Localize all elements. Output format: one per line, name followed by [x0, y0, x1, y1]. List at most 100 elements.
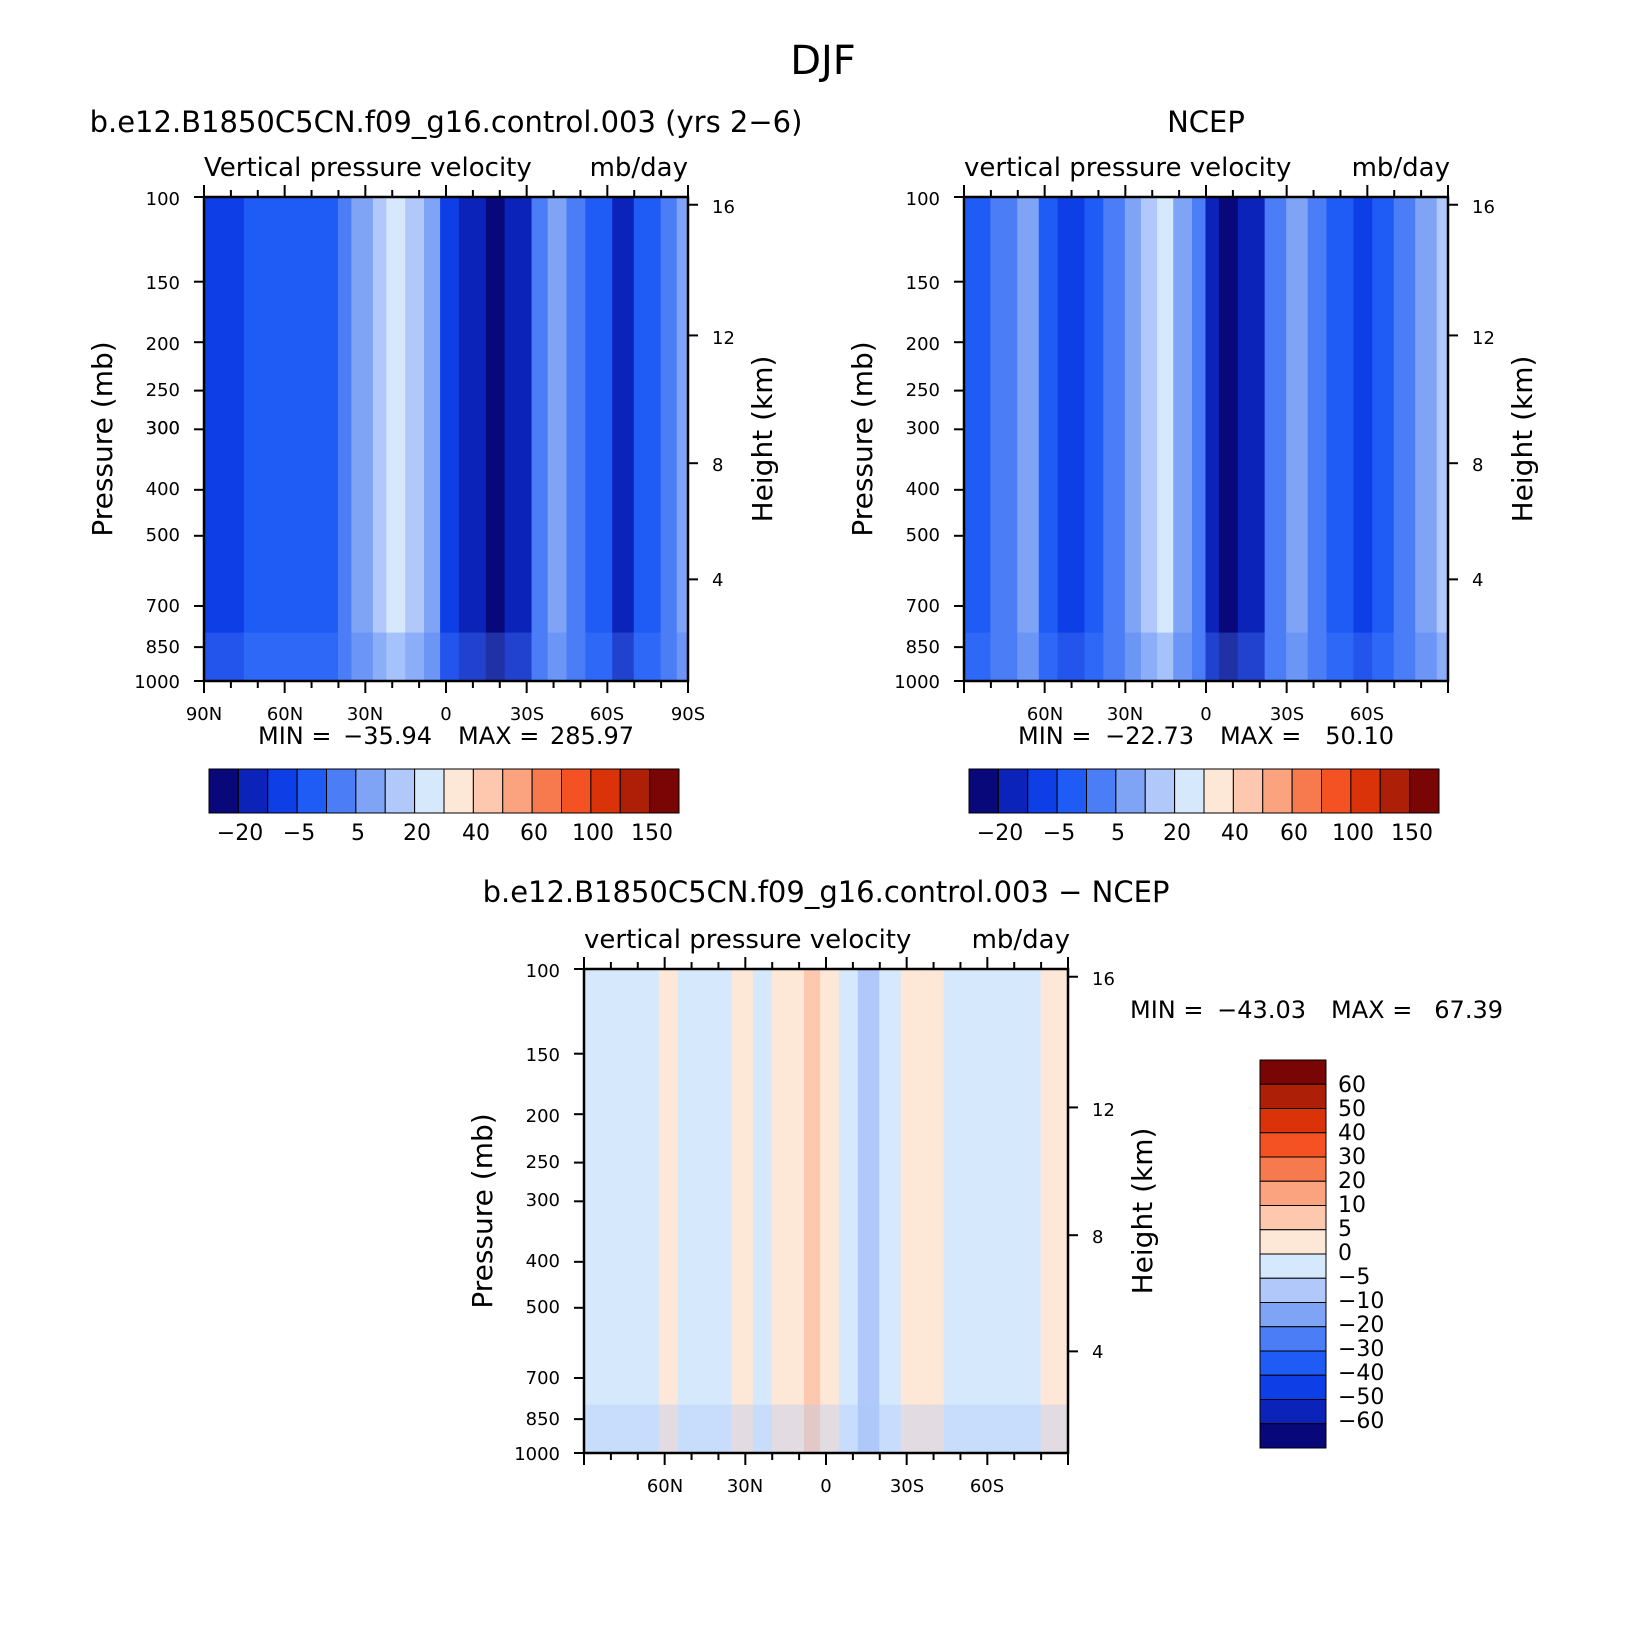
panel-diff-colorbar — [1259, 1059, 1327, 1449]
contour-band — [204, 197, 245, 681]
x-tick-label: 60N — [647, 1476, 683, 1497]
contour-band — [243, 197, 267, 681]
panel-diff-subtitle-right: mb/day — [972, 925, 1070, 955]
colorbar-swatch — [1409, 768, 1440, 814]
colorbar-swatch — [1291, 768, 1322, 814]
contour-band — [440, 197, 460, 681]
y-tick-label: 1000 — [514, 1444, 560, 1465]
contour-band — [1157, 197, 1175, 681]
colorbar-swatch — [1259, 1374, 1327, 1400]
contour-band — [265, 197, 299, 681]
contour-band — [879, 969, 902, 1453]
y-tick-label: 700 — [526, 1368, 560, 1389]
colorbar-label: 60 — [1338, 1073, 1366, 1098]
colorbar-swatch — [1203, 768, 1234, 814]
y-right-tick-label: 12 — [1472, 328, 1495, 349]
panel-model-x-axis: 90N 60N 30N 0 30S 60S 90S — [186, 704, 705, 725]
contour-band — [585, 197, 614, 681]
contour-band — [1038, 197, 1059, 681]
y-right-tick-label: 8 — [1092, 1227, 1103, 1248]
contour-band — [922, 969, 945, 1453]
y-tick-label: 850 — [906, 637, 940, 658]
colorbar-swatch — [237, 768, 269, 814]
colorbar-label: 5 — [1111, 821, 1125, 846]
colorbar-label: −20 — [217, 821, 263, 846]
colorbar-label: −20 — [1338, 1313, 1384, 1338]
y-right-tick-label: 16 — [1472, 197, 1495, 218]
panel-model-ylabel: Pressure (mb) — [86, 341, 119, 536]
colorbar-label: 30 — [1338, 1145, 1366, 1170]
panel-diff-y-axis: 100 150 200 250 300 400 500 700 850 1000 — [514, 961, 560, 1465]
x-tick-label: 60N — [1027, 704, 1063, 725]
colorbar-swatch — [1174, 768, 1205, 814]
colorbar-label: 50 — [1338, 1097, 1366, 1122]
contour-band — [1393, 197, 1417, 681]
colorbar-swatch — [1259, 1205, 1327, 1231]
y-right-tick-label: 16 — [1092, 969, 1115, 990]
y-tick-label: 400 — [146, 479, 180, 500]
colorbar-label: −30 — [1338, 1337, 1384, 1362]
contour-band — [297, 197, 318, 681]
panel-model-stats: MIN = −35.94 MAX = 285.97 — [258, 722, 634, 750]
colorbar-swatch — [1259, 1229, 1327, 1255]
y-tick-label: 500 — [906, 525, 940, 546]
colorbar-swatch — [531, 768, 562, 814]
surface-band — [964, 632, 1448, 681]
colorbar-swatch — [502, 768, 533, 814]
y-right-tick-label: 4 — [1472, 570, 1483, 591]
x-tick-label: 60S — [1350, 704, 1384, 725]
colorbar-swatch — [1379, 768, 1411, 814]
panel-diff: b.e12.B1850C5CN.f09_g16.control.003 − NC… — [466, 875, 1503, 1497]
colorbar-swatch — [1086, 768, 1117, 814]
colorbar-swatch — [1259, 1253, 1327, 1279]
min-value: −22.73 — [1105, 722, 1194, 750]
colorbar-swatch — [1262, 768, 1293, 814]
max-label: MAX = — [1331, 996, 1412, 1024]
panel-model-subtitle-left: Vertical pressure velocity — [204, 153, 532, 183]
colorbar-swatch — [1115, 768, 1146, 814]
contour-band — [405, 197, 425, 681]
colorbar-swatch — [1259, 1399, 1327, 1425]
colorbar-swatch — [1259, 1277, 1327, 1303]
x-tick-label: 30N — [1107, 704, 1143, 725]
contour-band — [820, 969, 840, 1453]
y-tick-label: 250 — [526, 1152, 560, 1173]
max-label: MAX = — [458, 722, 539, 750]
contour-band — [943, 969, 967, 1453]
min-label: MIN = — [1130, 996, 1203, 1024]
contour-band — [485, 197, 506, 681]
colorbar-swatch — [1232, 768, 1264, 814]
colorbar-label: −60 — [1338, 1409, 1384, 1434]
contour-band — [1057, 197, 1086, 681]
contour-band — [1124, 197, 1142, 681]
contour-band — [351, 197, 374, 681]
colorbar-label: 20 — [1338, 1169, 1366, 1194]
x-tick-label: 90N — [186, 704, 222, 725]
y-right-tick-label: 12 — [1092, 1100, 1115, 1121]
y-tick-label: 100 — [526, 961, 560, 982]
panel-diff-stats: MIN = −43.03 MAX = 67.39 — [1130, 996, 1503, 1024]
contour-band — [1017, 197, 1040, 681]
contour-band — [771, 969, 789, 1453]
colorbar-label: 60 — [520, 821, 548, 846]
colorbar-swatch — [267, 768, 298, 814]
y-tick-label: 850 — [146, 637, 180, 658]
contour-band — [990, 197, 1019, 681]
contour-band — [372, 197, 388, 681]
colorbar-label: 100 — [1332, 821, 1374, 846]
colorbar-swatch — [649, 768, 680, 814]
colorbar-swatch — [619, 768, 651, 814]
contour-band — [787, 969, 805, 1453]
panel-diff-subtitle-left: vertical pressure velocity — [584, 925, 911, 955]
panel-ncep-colorbar — [968, 768, 1440, 814]
y-tick-label: 850 — [526, 1409, 560, 1430]
contour-band — [1056, 969, 1068, 1453]
colorbar-swatch — [1027, 768, 1058, 814]
contour-band — [1353, 197, 1374, 681]
colorbar-label: −10 — [1338, 1289, 1384, 1314]
panel-model-field — [204, 197, 688, 681]
colorbar-swatch — [1259, 1059, 1327, 1085]
contour-band — [900, 969, 924, 1453]
min-value: −35.94 — [343, 722, 432, 750]
y-right-tick-label: 8 — [1472, 455, 1483, 476]
